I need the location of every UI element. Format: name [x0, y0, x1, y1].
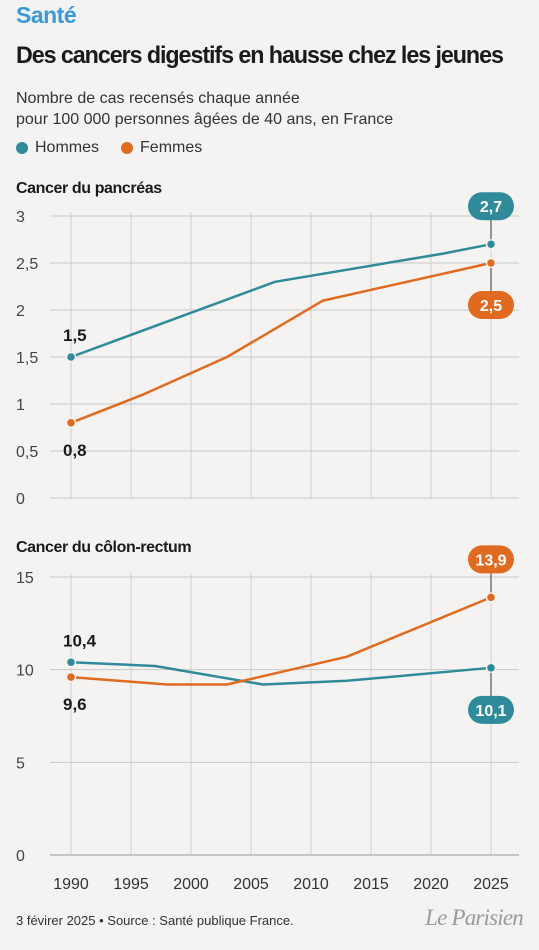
pancreas-series-line-hommes [70, 242, 492, 359]
colon-y-tick-label: 5 [16, 755, 25, 772]
pancreas-end-label-femmes: 2,5 [480, 298, 502, 315]
legend-item-femmes: Femmes [121, 139, 202, 157]
footer-source: 3 févirer 2025 • Source : Santé publique… [16, 913, 294, 928]
colon-point-start-femmes [65, 671, 77, 683]
colon-panel-title: Cancer du côlon-rectum [16, 539, 191, 556]
legend-swatch-femmes [121, 142, 134, 154]
subtitle-line-1: Nombre de cas recensés chaque année [16, 90, 300, 107]
x-tick-label: 2020 [413, 876, 449, 893]
colon-series-line-femmes [70, 596, 492, 686]
pancreas-y-tick-label: 2 [16, 303, 25, 320]
colon-y-tick-label: 15 [16, 570, 34, 587]
pancreas-y-tick-label: 1 [16, 397, 25, 414]
colon-point-end-hommes [485, 662, 497, 674]
legend: Hommes Femmes [16, 139, 202, 157]
pancreas-y-tick-label: 1,5 [16, 350, 38, 367]
x-tick-label: 2015 [353, 876, 389, 893]
x-tick-label: 2005 [233, 876, 269, 893]
colon-end-label-hommes-bg [468, 695, 514, 724]
colon-start-label-femmes: 9,6 [63, 695, 87, 714]
colon-end-label-femmes: 13,9 [475, 552, 506, 569]
pancreas-point-start-hommes [65, 351, 77, 363]
chart-subtitle: Nombre de cas recensés chaque année pour… [16, 88, 393, 130]
pancreas-panel-title: Cancer du pancréas [16, 180, 162, 197]
charts-canvas: Cancer du pancréas 0 0,5 1 1,5 2 2,5 3 1,5 2,7 0,8… [16, 180, 519, 893]
legend-label-femmes: Femmes [140, 139, 203, 156]
colon-end-label-hommes: 10,1 [475, 703, 506, 720]
x-tick-label: 2025 [473, 876, 509, 893]
pancreas-start-label-hommes: 1,5 [63, 326, 87, 345]
legend-label-hommes: Hommes [35, 139, 100, 156]
subtitle-line-2: pour 100 000 personnes âgées de 40 ans, … [16, 111, 394, 128]
x-tick-label: 1995 [113, 876, 149, 893]
pancreas-series-line-femmes [70, 261, 492, 424]
legend-swatch-hommes [16, 142, 28, 154]
x-tick-label: 2010 [293, 876, 329, 893]
x-tick-label: 1990 [53, 876, 89, 893]
publisher-logo: Le Parisien [425, 905, 524, 930]
colon-start-label-hommes: 10,4 [63, 631, 97, 650]
pancreas-point-end-femmes [485, 257, 497, 269]
pancreas-point-start-femmes [65, 417, 77, 429]
pancreas-y-tick-label: 0,5 [16, 444, 38, 461]
section-kicker: Santé [16, 2, 77, 28]
pancreas-y-tick-label: 0 [16, 491, 25, 508]
colon-point-start-hommes [65, 657, 77, 668]
legend-item-hommes: Hommes [16, 139, 99, 157]
colon-series-line-hommes [70, 661, 492, 686]
colon-end-label-femmes-bg [468, 545, 514, 574]
pancreas-y-tick-label: 2,5 [16, 256, 38, 273]
pancreas-end-label-hommes-bg [468, 192, 514, 221]
colon-y-tick-label: 0 [16, 848, 25, 865]
x-tick-label: 2000 [173, 876, 209, 893]
pancreas-point-end-hommes [485, 238, 497, 250]
chart-title: Des cancers digestifs en hausse chez les… [16, 42, 504, 69]
pancreas-y-tick-label: 3 [16, 209, 25, 226]
pancreas-start-label-femmes: 0,8 [63, 441, 87, 460]
pancreas-end-label-femmes-bg [468, 291, 514, 319]
colon-point-end-femmes [485, 592, 497, 603]
colon-y-tick-label: 10 [16, 663, 34, 680]
pancreas-end-label-hommes: 2,7 [480, 199, 502, 216]
